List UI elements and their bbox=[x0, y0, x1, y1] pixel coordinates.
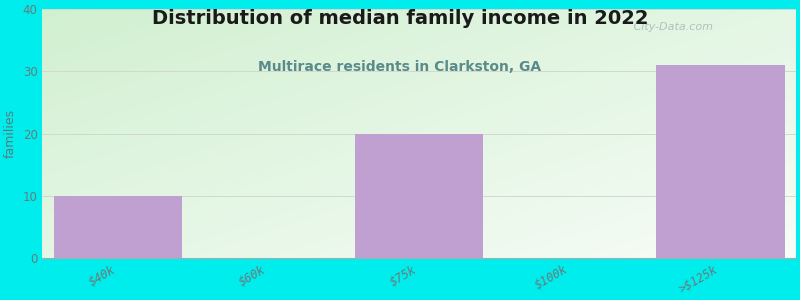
Bar bbox=[657, 65, 785, 258]
Text: City-Data.com: City-Data.com bbox=[630, 22, 713, 32]
Bar bbox=[355, 134, 483, 258]
Text: Distribution of median family income in 2022: Distribution of median family income in … bbox=[152, 9, 648, 28]
Text: Multirace residents in Clarkston, GA: Multirace residents in Clarkston, GA bbox=[258, 60, 542, 74]
Bar bbox=[54, 196, 182, 258]
Y-axis label: families: families bbox=[4, 109, 17, 158]
